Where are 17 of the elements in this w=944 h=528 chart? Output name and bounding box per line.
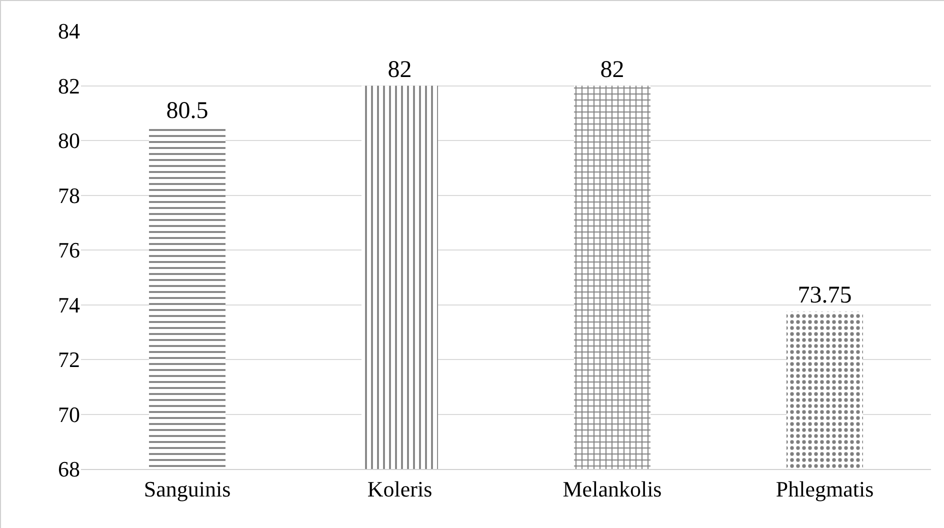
y-tick-label: 70 bbox=[58, 402, 80, 427]
x-tick-label: Sanguinis bbox=[144, 476, 231, 502]
y-tick-label: 84 bbox=[58, 18, 80, 44]
y-tick-label: 82 bbox=[58, 73, 80, 98]
data-label: 73.75 bbox=[798, 282, 852, 309]
y-tick-label: 68 bbox=[58, 456, 80, 482]
y-tick-label: 80 bbox=[58, 128, 80, 154]
x-tick-label: Phlegmatis bbox=[776, 476, 874, 502]
y-tick-label: 74 bbox=[58, 292, 80, 318]
y-tick-label: 78 bbox=[58, 182, 80, 208]
x-tick-label: Melankolis bbox=[562, 476, 662, 502]
data-label: 82 bbox=[600, 56, 624, 83]
y-tick-label: 76 bbox=[58, 238, 80, 263]
data-label: 82 bbox=[388, 56, 412, 83]
x-tick-label: Koleris bbox=[367, 476, 432, 502]
y-tick-label: 72 bbox=[58, 347, 80, 372]
data-label: 80.5 bbox=[166, 98, 208, 124]
